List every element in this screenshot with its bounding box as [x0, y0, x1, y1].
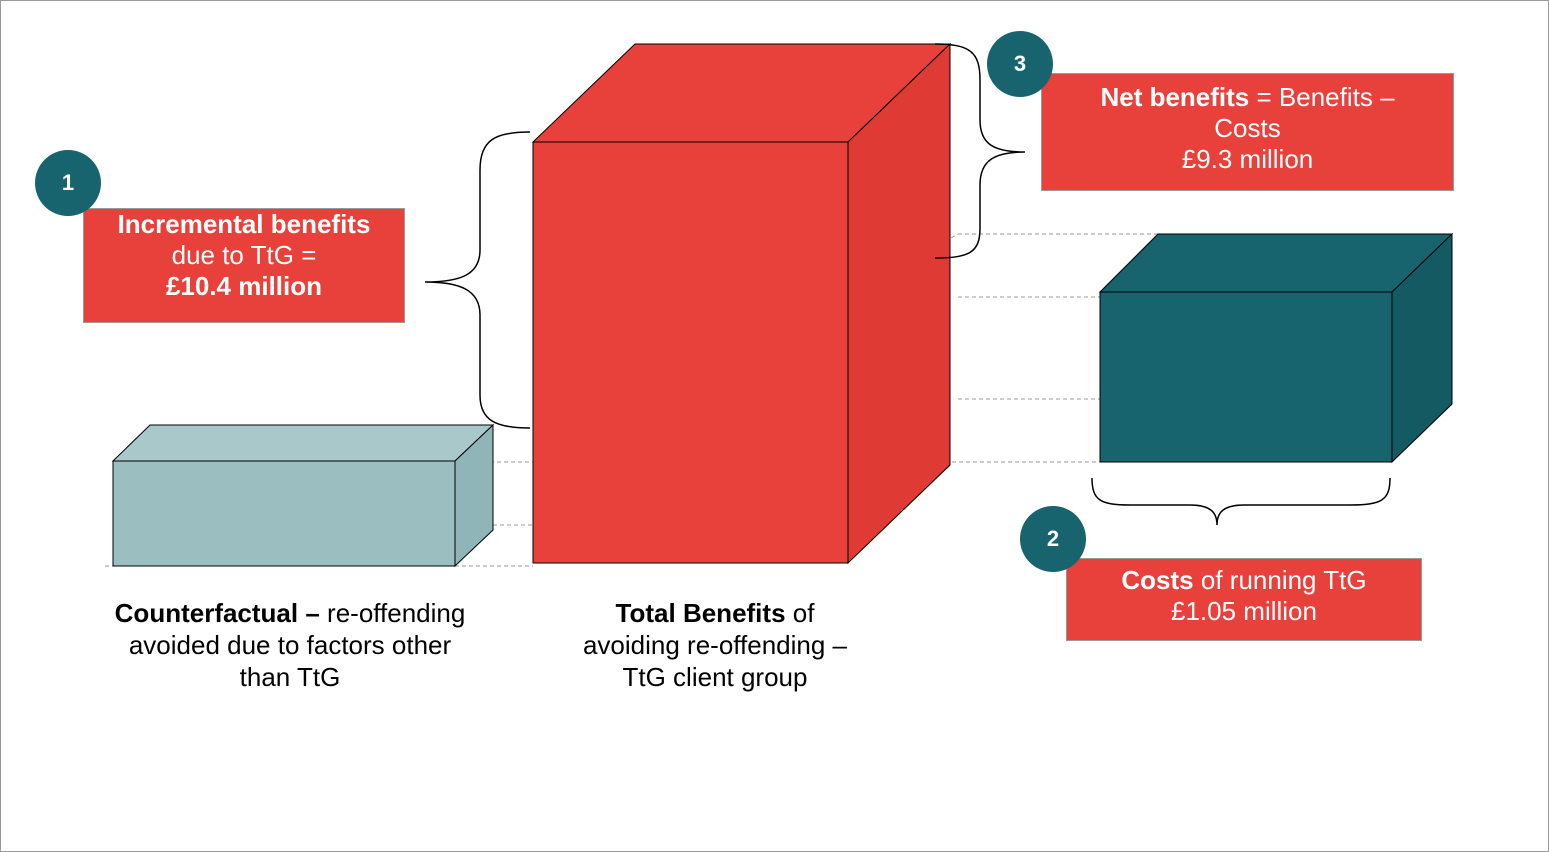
callout-box: Costs of running TtG £1.05 million [1066, 558, 1422, 641]
callout-title: Incremental benefits [117, 209, 371, 239]
total-benefits-box [531, 42, 952, 565]
label-title: Counterfactual – [114, 598, 320, 628]
step-number: 2 [1020, 506, 1086, 572]
costs-box [1098, 232, 1454, 464]
braces [424, 43, 1391, 526]
label-text: re-offending avoided due to factors othe… [128, 598, 466, 692]
box-label: Total Benefits of avoiding re-offending … [565, 597, 865, 693]
callout-text: of running TtG [1200, 565, 1367, 595]
step-number: 1 [35, 150, 101, 216]
callout-box: Incremental benefits due to TtG = £10.4 … [83, 208, 405, 323]
callout-box: Net benefits = Benefits – Costs £9.3 mil… [1041, 73, 1454, 191]
callout-title: Costs [1121, 565, 1194, 595]
callout-text: = Benefits – Costs [1214, 82, 1395, 143]
label-title: Total Benefits [615, 598, 786, 628]
callout-amount: £9.3 million [1181, 144, 1314, 174]
callout-amount: £1.05 million [1171, 596, 1317, 626]
counterfactual-box [111, 423, 495, 568]
callout-amount: £10.4 million [165, 271, 323, 301]
callout-title: Net benefits [1100, 82, 1250, 112]
step-number: 3 [987, 31, 1053, 97]
box-label: Counterfactual – re-offending avoided du… [110, 597, 470, 693]
label-text: of avoiding re-offending – TtG client gr… [582, 598, 848, 692]
callout-text: due to TtG = [171, 240, 317, 270]
